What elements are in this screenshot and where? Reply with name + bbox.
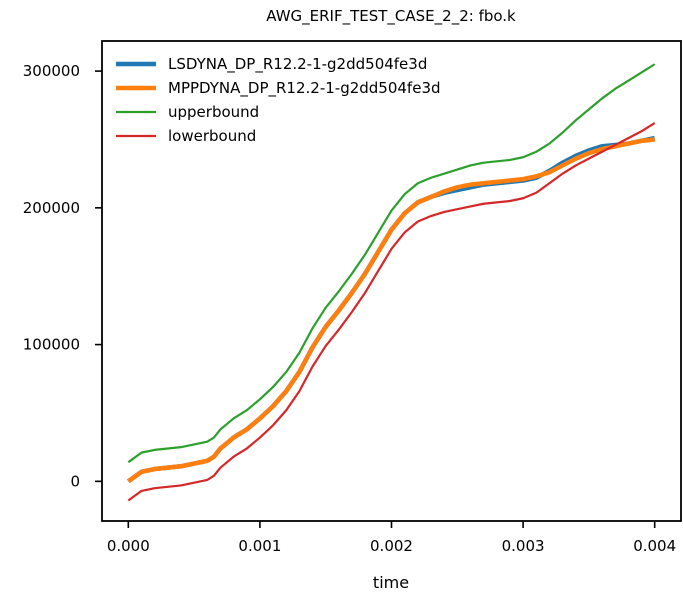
x-axis-label: time [373,573,409,592]
legend-label: upperbound [168,103,259,121]
x-axis: 0.000 0.001 0.002 0.003 0.004 [107,521,676,555]
x-tick-label: 0.000 [107,537,150,555]
series-line-2 [126,137,655,484]
y-tick-label: 200000 [23,199,80,217]
x-tick-label: 0.004 [633,537,676,555]
plot-area [126,63,656,502]
legend-label: lowerbound [168,127,256,145]
x-tick-label: 0.001 [238,537,281,555]
y-tick-label: 100000 [23,336,80,354]
y-axis: 0 100000 200000 300000 [23,62,102,490]
legend: LSDYNA_DP_R12.2-1-g2dd504fe3d MPPDYNA_DP_… [116,55,441,145]
legend-label: LSDYNA_DP_R12.2-1-g2dd504fe3d [168,55,427,74]
y-tick-label: 300000 [23,62,80,80]
x-tick-label: 0.003 [502,537,545,555]
x-tick-label: 0.002 [370,537,413,555]
chart-title: AWG_ERIF_TEST_CASE_2_2: fbo.k [266,7,516,26]
series-line-1 [126,135,656,484]
y-tick-label: 0 [70,472,80,490]
series-line-3 [127,63,656,464]
legend-label: MPPDYNA_DP_R12.2-1-g2dd504fe3d [168,79,441,98]
series-line-4 [127,122,656,502]
